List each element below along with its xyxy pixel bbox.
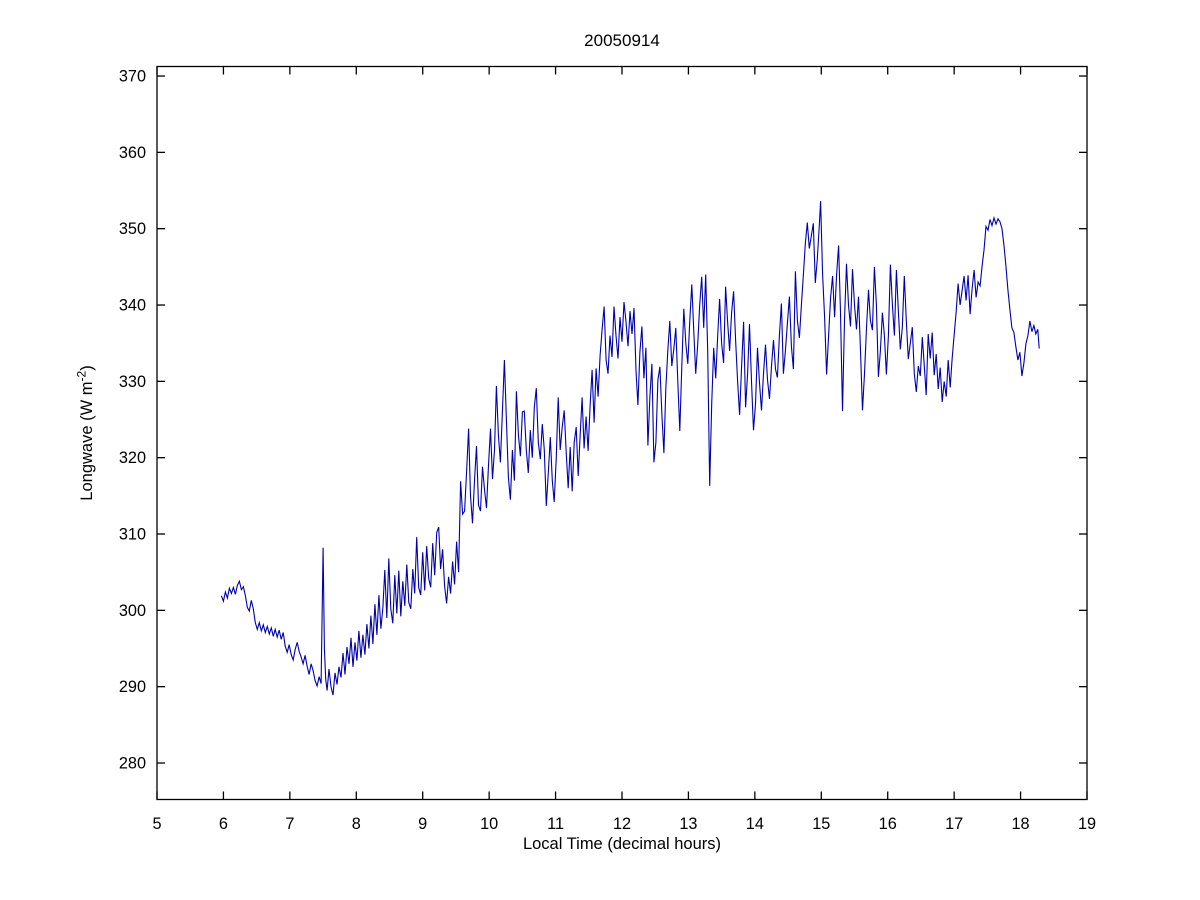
y-tick-label: 320: [119, 449, 146, 467]
axes-box: [156, 65, 1088, 801]
x-tick-label: 14: [746, 815, 764, 833]
y-axis-label-close: ): [77, 365, 96, 371]
longwave-series-line: [220, 201, 1040, 696]
y-tick-label: 300: [119, 602, 146, 620]
y-tick-label: 280: [119, 755, 146, 773]
x-tick-label: 8: [352, 815, 361, 833]
y-axis-label-text: Longwave (W m: [77, 381, 96, 501]
x-axis-label: Local Time (decimal hours): [522, 835, 722, 853]
x-tick-label: 12: [613, 815, 631, 833]
y-axis-label-superscript: -2: [74, 370, 89, 382]
y-tick-label: 310: [119, 526, 146, 544]
x-tick-label: 18: [1012, 815, 1030, 833]
y-tick-label: 360: [119, 144, 146, 162]
x-tick-label: 6: [219, 815, 228, 833]
y-tick-label: 330: [119, 373, 146, 391]
x-tick-label: 11: [547, 815, 564, 833]
y-tick-label: 370: [119, 68, 146, 86]
chart-title: 20050914: [584, 31, 660, 50]
y-tick-label: 350: [119, 220, 146, 238]
y-tick-label: 340: [119, 297, 146, 315]
x-tick-label: 13: [679, 815, 697, 833]
x-tick-label: 7: [285, 815, 294, 833]
y-tick-label: 290: [119, 678, 146, 696]
x-tick-label: 19: [1078, 815, 1096, 833]
y-axis-label: Longwave (W m-2): [71, 365, 97, 500]
x-tick-label: 17: [945, 815, 963, 833]
x-tick-label: 15: [812, 815, 830, 833]
x-tick-label: 9: [418, 815, 427, 833]
x-tick-label: 5: [152, 815, 161, 833]
x-tick-label: 10: [480, 815, 498, 833]
x-tick-label: 16: [879, 815, 897, 833]
